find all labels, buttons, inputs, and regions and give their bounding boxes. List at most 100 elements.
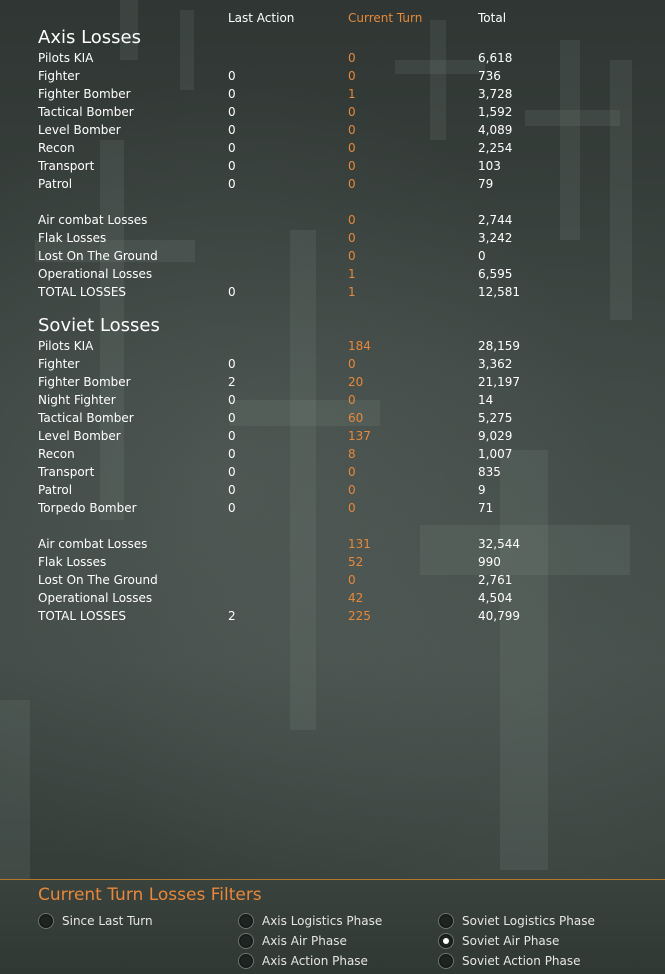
row-current-turn: 0: [348, 105, 356, 119]
axis-losses-title: Axis Losses: [38, 27, 141, 48]
row-total: 0: [478, 249, 486, 263]
row-current-turn: 0: [348, 213, 356, 227]
row-label: Tactical Bomber: [38, 411, 134, 425]
row-current-turn: 20: [348, 375, 364, 389]
soviet-losses-title: Soviet Losses: [38, 315, 160, 336]
row-label: Lost On The Ground: [38, 249, 158, 263]
row-last-action: 0: [228, 447, 236, 461]
table-row: Lost On The Ground 0 2,761: [0, 573, 665, 591]
row-current-turn: 225: [348, 609, 371, 623]
row-total: 103: [478, 159, 501, 173]
row-current-turn: 1: [348, 285, 356, 299]
row-last-action: 0: [228, 465, 236, 479]
row-label: Lost On The Ground: [38, 573, 158, 587]
row-total: 12,581: [478, 285, 520, 299]
table-row: Air combat Losses 131 32,544: [0, 537, 665, 555]
row-total: 28,159: [478, 339, 520, 353]
row-total: 1,007: [478, 447, 513, 461]
row-label: Transport: [38, 159, 95, 173]
row-current-turn: 0: [348, 159, 356, 173]
row-label: Recon: [38, 447, 75, 461]
row-last-action: 0: [228, 429, 236, 443]
row-current-turn: 8: [348, 447, 356, 461]
row-current-turn: 131: [348, 537, 371, 551]
row-label: TOTAL LOSSES: [38, 609, 127, 623]
table-row: Lost On The Ground 0 0: [0, 249, 665, 267]
row-total: 1,592: [478, 105, 513, 119]
table-row: Tactical Bomber 0 0 1,592: [0, 105, 665, 123]
row-total: 5,275: [478, 411, 513, 425]
table-row: Recon 0 8 1,007: [0, 447, 665, 465]
row-label: Air combat Losses: [38, 537, 148, 551]
row-current-turn: 52: [348, 555, 364, 569]
row-last-action: 0: [228, 141, 236, 155]
table-row: Tactical Bomber 0 60 5,275: [0, 411, 665, 429]
row-total: 71: [478, 501, 494, 515]
row-label: Level Bomber: [38, 429, 121, 443]
row-last-action: 0: [228, 411, 236, 425]
row-label: Recon: [38, 141, 75, 155]
row-label: Flak Losses: [38, 555, 107, 569]
row-last-action: 0: [228, 87, 236, 101]
row-current-turn: 184: [348, 339, 371, 353]
radio-button[interactable]: [38, 913, 54, 929]
column-header-last-action: Last Action: [228, 11, 295, 25]
row-current-turn: 60: [348, 411, 364, 425]
row-current-turn: 0: [348, 483, 356, 497]
radio-button[interactable]: [238, 913, 254, 929]
table-row: Level Bomber 0 0 4,089: [0, 123, 665, 141]
row-total: 9: [478, 483, 486, 497]
row-last-action: 0: [228, 483, 236, 497]
row-last-action: 0: [228, 123, 236, 137]
row-current-turn: 0: [348, 177, 356, 191]
row-current-turn: 0: [348, 51, 356, 65]
filter-label: Axis Air Phase: [262, 934, 347, 948]
filter-label: Soviet Action Phase: [462, 954, 581, 968]
row-label: Operational Losses: [38, 267, 153, 281]
row-current-turn: 1: [348, 267, 356, 281]
radio-button[interactable]: [438, 953, 454, 969]
row-current-turn: 0: [348, 249, 356, 263]
row-current-turn: 0: [348, 141, 356, 155]
row-current-turn: 0: [348, 231, 356, 245]
radio-button[interactable]: [438, 913, 454, 929]
row-total: 14: [478, 393, 494, 407]
table-row: Operational Losses 1 6,595: [0, 267, 665, 285]
filter-label: Soviet Air Phase: [462, 934, 560, 948]
table-row: Transport 0 0 835: [0, 465, 665, 483]
filters-title: Current Turn Losses Filters: [38, 885, 262, 905]
row-label: Air combat Losses: [38, 213, 148, 227]
radio-button[interactable]: [238, 953, 254, 969]
row-total: 736: [478, 69, 501, 83]
row-label: TOTAL LOSSES: [38, 285, 127, 299]
table-row: Level Bomber 0 137 9,029: [0, 429, 665, 447]
row-current-turn: 1: [348, 87, 356, 101]
row-total: 6,618: [478, 51, 513, 65]
row-total: 2,761: [478, 573, 513, 587]
table-row: Pilots KIA 184 28,159: [0, 339, 665, 357]
row-total: 835: [478, 465, 501, 479]
background-cemetery-image: [0, 0, 665, 880]
row-total: 990: [478, 555, 501, 569]
table-row: Patrol 0 0 9: [0, 483, 665, 501]
row-label: Torpedo Bomber: [38, 501, 137, 515]
row-total: 2,254: [478, 141, 513, 155]
row-total: 4,089: [478, 123, 513, 137]
row-total: 6,595: [478, 267, 513, 281]
row-last-action: 0: [228, 159, 236, 173]
table-row: Flak Losses 52 990: [0, 555, 665, 573]
filter-label: Axis Logistics Phase: [262, 914, 383, 928]
row-current-turn: 137: [348, 429, 371, 443]
table-row: Pilots KIA 0 6,618: [0, 51, 665, 69]
row-last-action: 2: [228, 609, 236, 623]
radio-button-selected[interactable]: [438, 933, 454, 949]
row-current-turn: 0: [348, 393, 356, 407]
radio-button[interactable]: [238, 933, 254, 949]
row-current-turn: 0: [348, 465, 356, 479]
table-row: Transport 0 0 103: [0, 159, 665, 177]
row-total: 21,197: [478, 375, 520, 389]
row-last-action: 0: [228, 393, 236, 407]
table-row: Torpedo Bomber 0 0 71: [0, 501, 665, 519]
filter-label: Soviet Logistics Phase: [462, 914, 595, 928]
row-last-action: 0: [228, 105, 236, 119]
